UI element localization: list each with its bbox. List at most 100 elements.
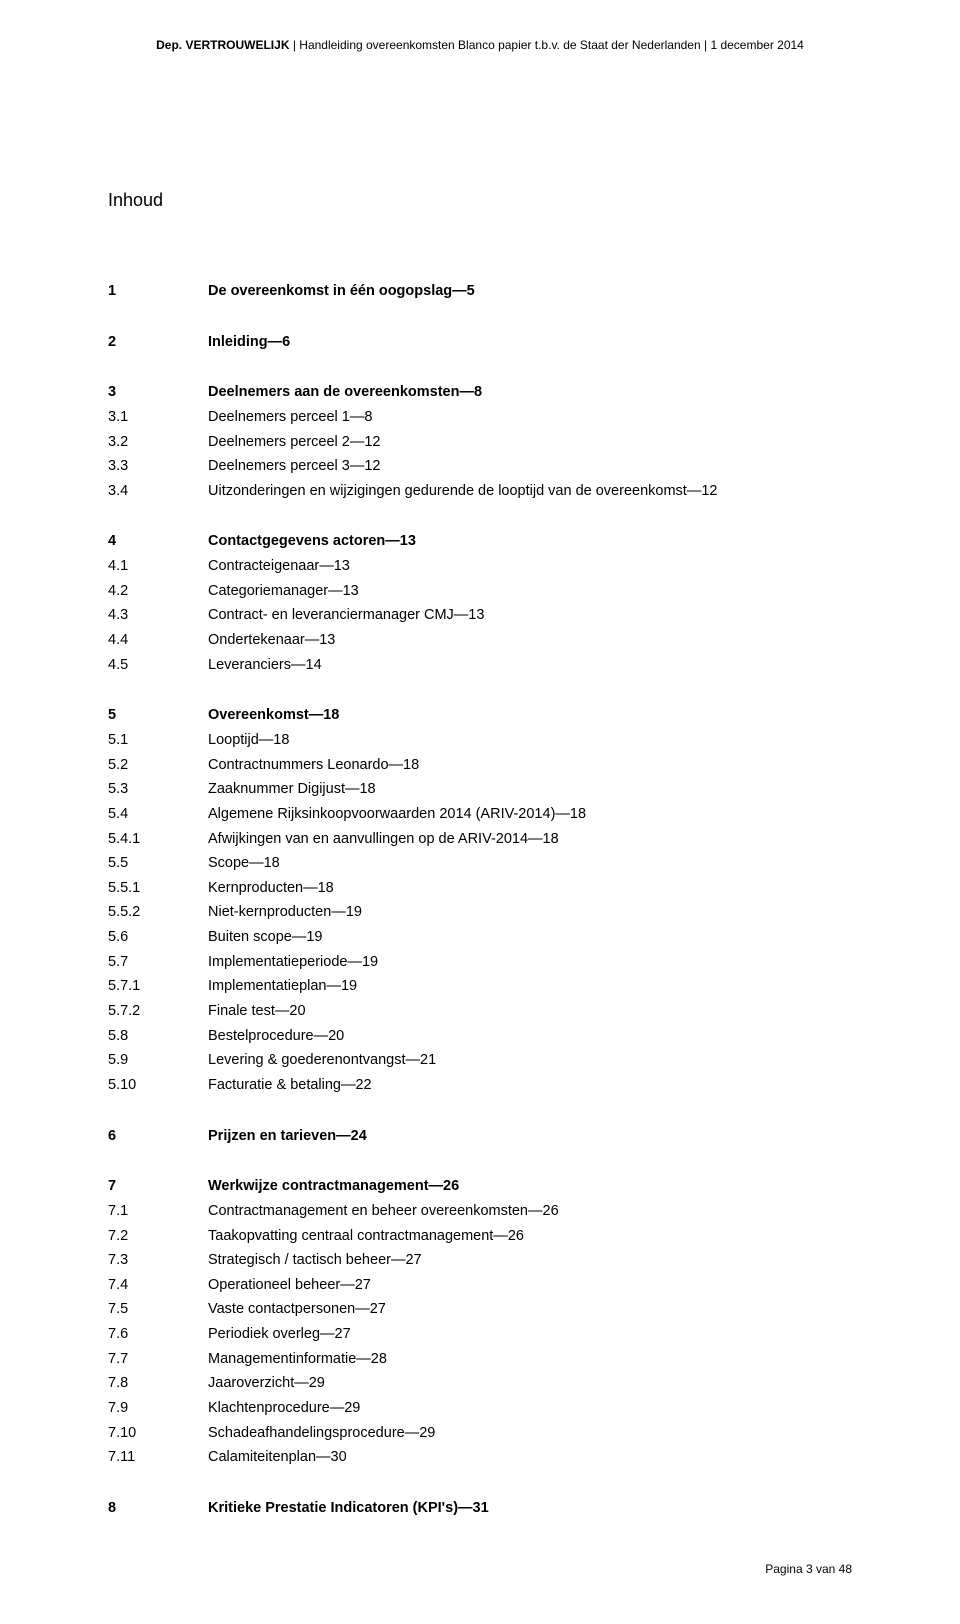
toc-entry-number: 2 (108, 330, 208, 355)
toc-row: 7.6Periodiek overleg—27 (108, 1322, 848, 1347)
toc-title: Inhoud (108, 190, 848, 211)
toc-row: 5.5.2Niet-kernproducten—19 (108, 900, 848, 925)
toc-row: 7.9Klachtenprocedure—29 (108, 1396, 848, 1421)
toc-entry-title: Contracteigenaar—13 (208, 554, 350, 579)
toc-entry-title: Contract- en leveranciermanager CMJ—13 (208, 603, 484, 628)
toc-entry-number: 7.1 (108, 1199, 208, 1224)
table-of-contents: 1De overeenkomst in één oogopslag—5 2Inle… (108, 279, 848, 1521)
toc-row: 6Prijzen en tarieven—24 (108, 1124, 848, 1149)
toc-row: 7.11Calamiteitenplan—30 (108, 1445, 848, 1470)
toc-block: 1De overeenkomst in één oogopslag—5 (108, 279, 848, 304)
toc-row: 7.10Schadeafhandelingsprocedure—29 (108, 1421, 848, 1446)
toc-row: 3.4Uitzonderingen en wijzigingen geduren… (108, 479, 848, 504)
toc-row: 4.2Categoriemanager—13 (108, 579, 848, 604)
toc-entry-number: 3.2 (108, 430, 208, 455)
toc-block: 5Overeenkomst—185.1Looptijd—185.2Contrac… (108, 703, 848, 1097)
toc-entry-title: Strategisch / tactisch beheer—27 (208, 1248, 422, 1273)
toc-entry-title: Looptijd—18 (208, 728, 289, 753)
toc-entry-title: Periodiek overleg—27 (208, 1322, 351, 1347)
toc-entry-title: Facturatie & betaling—22 (208, 1073, 372, 1098)
toc-entry-number: 5.7 (108, 950, 208, 975)
toc-row: 4.3Contract- en leveranciermanager CMJ—1… (108, 603, 848, 628)
toc-row: 8Kritieke Prestatie Indicatoren (KPI's)—… (108, 1496, 848, 1521)
header-sep-2: | (701, 38, 711, 52)
toc-entry-title: Scope—18 (208, 851, 280, 876)
header-date: 1 december 2014 (710, 38, 803, 52)
toc-entry-number: 7.2 (108, 1224, 208, 1249)
toc-entry-title: Afwijkingen van en aanvullingen op de AR… (208, 827, 559, 852)
toc-entry-title: Deelnemers perceel 2—12 (208, 430, 380, 455)
toc-entry-number: 7.5 (108, 1297, 208, 1322)
toc-row: 5.3Zaaknummer Digijust—18 (108, 777, 848, 802)
toc-entry-title: Schadeafhandelingsprocedure—29 (208, 1421, 435, 1446)
toc-row: 4Contactgegevens actoren—13 (108, 529, 848, 554)
toc-entry-number: 7.9 (108, 1396, 208, 1421)
toc-row: 3.3Deelnemers perceel 3—12 (108, 454, 848, 479)
toc-row: 5.7.1Implementatieplan—19 (108, 974, 848, 999)
toc-entry-number: 3.4 (108, 479, 208, 504)
toc-row: 1De overeenkomst in één oogopslag—5 (108, 279, 848, 304)
toc-entry-number: 5.9 (108, 1048, 208, 1073)
toc-entry-title: Werkwijze contractmanagement—26 (208, 1174, 459, 1199)
toc-entry-number: 1 (108, 279, 208, 304)
toc-row: 3Deelnemers aan de overeenkomsten—8 (108, 380, 848, 405)
toc-row: 7.3Strategisch / tactisch beheer—27 (108, 1248, 848, 1273)
toc-entry-title: De overeenkomst in één oogopslag—5 (208, 279, 475, 304)
toc-entry-number: 3.3 (108, 454, 208, 479)
toc-row: 3.2Deelnemers perceel 2—12 (108, 430, 848, 455)
toc-entry-title: Niet-kernproducten—19 (208, 900, 362, 925)
toc-entry-title: Operationeel beheer—27 (208, 1273, 371, 1298)
toc-row: 5.10Facturatie & betaling—22 (108, 1073, 848, 1098)
toc-entry-number: 7.7 (108, 1347, 208, 1372)
toc-entry-number: 5.6 (108, 925, 208, 950)
toc-entry-title: Algemene Rijksinkoopvoorwaarden 2014 (AR… (208, 802, 586, 827)
toc-entry-title: Levering & goederenontvangst—21 (208, 1048, 436, 1073)
toc-entry-number: 7.6 (108, 1322, 208, 1347)
toc-entry-title: Uitzonderingen en wijzigingen gedurende … (208, 479, 717, 504)
toc-entry-number: 5.1 (108, 728, 208, 753)
toc-entry-title: Categoriemanager—13 (208, 579, 359, 604)
header-document-title: Handleiding overeenkomsten Blanco papier… (299, 38, 700, 52)
header-classification: Dep. VERTROUWELIJK (156, 38, 289, 52)
toc-entry-number: 7.8 (108, 1371, 208, 1396)
toc-entry-title: Inleiding—6 (208, 330, 290, 355)
toc-entry-number: 5 (108, 703, 208, 728)
toc-row: 7Werkwijze contractmanagement—26 (108, 1174, 848, 1199)
toc-row: 5.5Scope—18 (108, 851, 848, 876)
toc-entry-number: 4.5 (108, 653, 208, 678)
toc-row: 5.8Bestelprocedure—20 (108, 1024, 848, 1049)
toc-entry-title: Vaste contactpersonen—27 (208, 1297, 386, 1322)
toc-entry-number: 5.7.2 (108, 999, 208, 1024)
toc-row: 5.2Contractnummers Leonardo—18 (108, 753, 848, 778)
toc-entry-title: Kritieke Prestatie Indicatoren (KPI's)—3… (208, 1496, 489, 1521)
toc-row: 3.1Deelnemers perceel 1—8 (108, 405, 848, 430)
toc-block: 6Prijzen en tarieven—24 (108, 1124, 848, 1149)
toc-entry-number: 5.5.2 (108, 900, 208, 925)
toc-entry-number: 5.10 (108, 1073, 208, 1098)
toc-entry-number: 5.7.1 (108, 974, 208, 999)
toc-row: 5.6Buiten scope—19 (108, 925, 848, 950)
toc-entry-title: Buiten scope—19 (208, 925, 322, 950)
toc-entry-number: 4.2 (108, 579, 208, 604)
toc-row: 4.1Contracteigenaar—13 (108, 554, 848, 579)
toc-row: 5.9Levering & goederenontvangst—21 (108, 1048, 848, 1073)
toc-entry-number: 7.10 (108, 1421, 208, 1446)
toc-entry-title: Deelnemers perceel 3—12 (208, 454, 380, 479)
toc-entry-number: 5.5 (108, 851, 208, 876)
toc-entry-title: Bestelprocedure—20 (208, 1024, 344, 1049)
toc-entry-title: Klachtenprocedure—29 (208, 1396, 360, 1421)
toc-entry-title: Implementatieplan—19 (208, 974, 357, 999)
toc-block: 2Inleiding—6 (108, 330, 848, 355)
toc-row: 7.7Managementinformatie—28 (108, 1347, 848, 1372)
toc-block: 3Deelnemers aan de overeenkomsten—83.1De… (108, 380, 848, 503)
toc-row: 7.4Operationeel beheer—27 (108, 1273, 848, 1298)
toc-row: 5.4Algemene Rijksinkoopvoorwaarden 2014 … (108, 802, 848, 827)
toc-row: 5.1Looptijd—18 (108, 728, 848, 753)
toc-row: 7.8Jaaroverzicht—29 (108, 1371, 848, 1396)
toc-row: 5.4.1Afwijkingen van en aanvullingen op … (108, 827, 848, 852)
toc-entry-number: 6 (108, 1124, 208, 1149)
toc-row: 5.7.2Finale test—20 (108, 999, 848, 1024)
toc-row: 2Inleiding—6 (108, 330, 848, 355)
toc-entry-title: Leveranciers—14 (208, 653, 322, 678)
toc-entry-title: Deelnemers aan de overeenkomsten—8 (208, 380, 482, 405)
